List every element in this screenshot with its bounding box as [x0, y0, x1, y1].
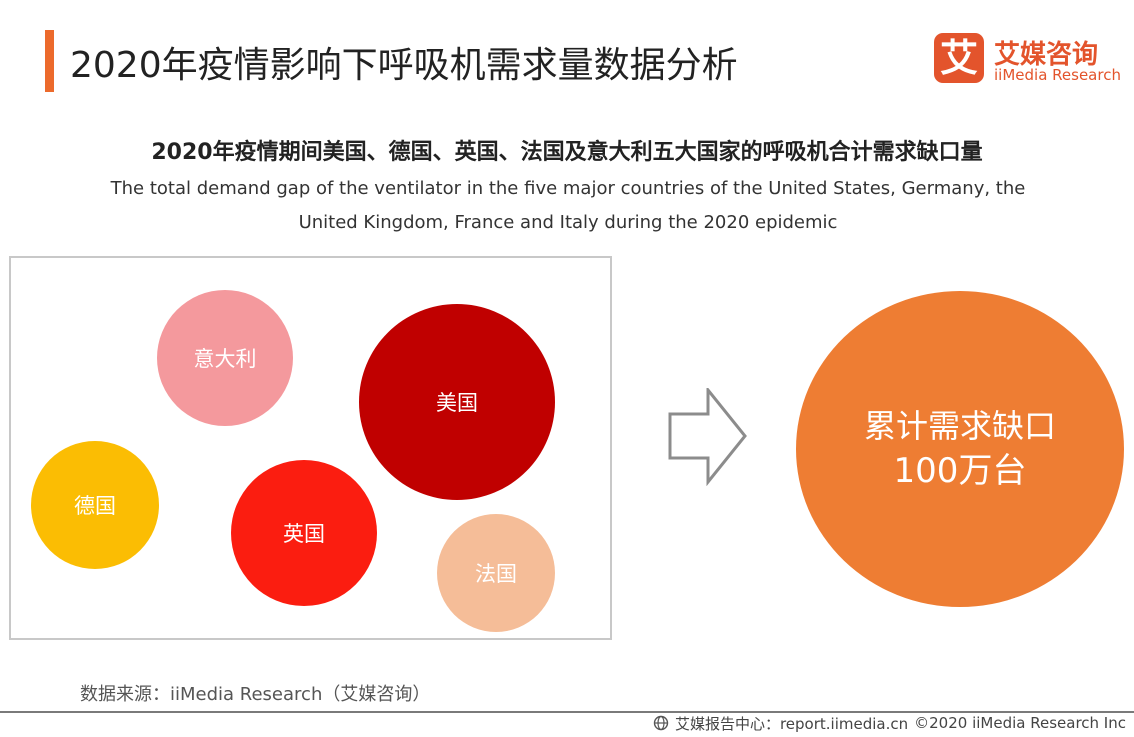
page-title: 2020年疫情影响下呼吸机需求量数据分析: [70, 45, 738, 86]
total-demand-value: 100万台: [893, 451, 1027, 491]
footer-divider: [0, 711, 1134, 713]
bubble-germany: 德国: [31, 441, 159, 569]
total-demand-circle: 累计需求缺口 100万台: [796, 291, 1124, 607]
bubble-italy-label: 意大利: [193, 347, 257, 371]
diagram-title-cn: 2020年疫情期间美国、德国、英国、法国及意大利五大国家的呼吸机合计需求缺口量: [151, 140, 983, 165]
bubble-france: 法国: [437, 514, 555, 632]
bubble-uk-label: 英国: [283, 522, 325, 546]
logo-mark-icon: 艾: [934, 33, 984, 83]
right-arrow-icon: [668, 388, 747, 486]
footer: 艾媒报告中心：report.iimedia.cn ©2020 iiMedia R…: [653, 712, 1126, 734]
globe-icon: [653, 715, 669, 731]
bubble-italy: 意大利: [157, 290, 293, 426]
footer-site[interactable]: 艾媒报告中心：report.iimedia.cn: [674, 714, 909, 733]
title-accent-bar: [45, 30, 54, 92]
brand-logo: 艾 艾媒咨询 iiMedia Research: [934, 33, 1121, 85]
bubble-germany-label: 德国: [74, 494, 116, 518]
bubble-france-label: 法国: [475, 562, 517, 586]
data-source: 数据来源：iiMedia Research（艾媒咨询）: [80, 684, 431, 705]
logo-en-text: iiMedia Research: [994, 66, 1121, 84]
footer-copyright: ©2020 iiMedia Research Inc: [914, 714, 1126, 732]
diagram-title-en: The total demand gap of the ventilator i…: [110, 178, 1026, 233]
total-demand-label: 累计需求缺口: [863, 407, 1056, 445]
country-bubble-panel: 意大利 美国 德国 英国 法国: [9, 256, 612, 640]
logo-cn-text: 艾媒咨询: [994, 40, 1099, 70]
bubble-uk: 英国: [231, 460, 377, 606]
bubble-usa-label: 美国: [436, 391, 478, 415]
bubble-usa: 美国: [359, 304, 555, 500]
